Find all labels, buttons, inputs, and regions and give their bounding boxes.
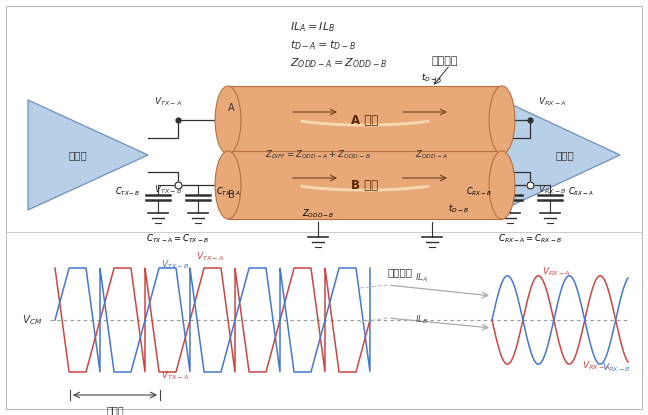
Text: $t_{D-A} = t_{D-B}$: $t_{D-A} = t_{D-B}$ [290,38,356,52]
Text: $Z_{ODD-B}$: $Z_{ODD-B}$ [302,208,334,220]
Text: $V_{TX-A}$: $V_{TX-A}$ [154,95,182,108]
Text: 插入损耗: 插入损耗 [388,267,413,277]
Text: $V_{CM}$: $V_{CM}$ [22,313,42,327]
Text: $Z_{ODD-A}$: $Z_{ODD-A}$ [415,149,448,161]
Text: 传播延迟: 传播延迟 [432,56,459,66]
Text: $IL_B$: $IL_B$ [415,314,429,326]
Text: A: A [228,103,235,113]
Text: A 线路: A 线路 [351,113,378,127]
Polygon shape [28,100,148,210]
Text: B: B [228,190,235,200]
Text: $C_{TX-A} = C_{TX-B}$: $C_{TX-A} = C_{TX-B}$ [146,232,209,244]
Text: $C_{RX-A}$: $C_{RX-A}$ [568,186,594,198]
Text: $Z_{ODD-A} = Z_{ODD-B}$: $Z_{ODD-A} = Z_{ODD-B}$ [290,56,387,70]
Ellipse shape [215,151,241,219]
Text: $V_{RX-B}$: $V_{RX-B}$ [538,183,566,195]
Text: 接收器: 接收器 [555,150,574,160]
Text: $C_{RX-A} = C_{RX-B}$: $C_{RX-A} = C_{RX-B}$ [498,232,562,244]
Text: $V_{RX-A}$: $V_{RX-A}$ [542,266,571,278]
Text: 驱动器: 驱动器 [69,150,87,160]
Text: B 线路: B 线路 [351,178,378,191]
Polygon shape [502,100,620,210]
Text: $V_{TX-B}$: $V_{TX-B}$ [161,258,189,271]
Text: $Z_{DIFF} = Z_{ODD-A} + Z_{ODD-B}$: $Z_{DIFF} = Z_{ODD-A} + Z_{ODD-B}$ [265,149,371,161]
Text: $IL_A$: $IL_A$ [415,272,428,284]
Text: $C_{TX-A}$: $C_{TX-A}$ [216,186,241,198]
Text: $V_{RX-B}$: $V_{RX-B}$ [603,362,631,374]
Text: $C_{TX-B}$: $C_{TX-B}$ [115,186,140,198]
Ellipse shape [489,151,515,219]
Ellipse shape [489,86,515,154]
Text: $C_{RX-B}$: $C_{RX-B}$ [467,186,492,198]
Text: $V_{TX-A}$: $V_{TX-A}$ [196,250,224,263]
Bar [228,86,502,154]
Text: 位时间: 位时间 [106,405,124,415]
Text: $V_{TX-A}$: $V_{TX-A}$ [161,369,189,382]
Text: $t_{D-A}$: $t_{D-A}$ [421,71,443,84]
Ellipse shape [215,86,241,154]
Text: $IL_A = IL_B$: $IL_A = IL_B$ [290,20,335,34]
Text: $V_{RX-A}$: $V_{RX-A}$ [538,95,566,108]
Bar [228,151,502,219]
Text: $V_{RX-A}$: $V_{RX-A}$ [583,360,611,372]
Text: $t_{D-B}$: $t_{D-B}$ [448,203,469,215]
Text: $V_{TX-B}$: $V_{TX-B}$ [154,183,182,195]
